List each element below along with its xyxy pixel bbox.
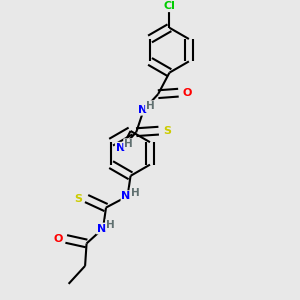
Text: O: O xyxy=(53,234,62,244)
Text: H: H xyxy=(124,139,133,149)
Text: S: S xyxy=(163,126,171,136)
Text: N: N xyxy=(122,191,131,201)
Text: Cl: Cl xyxy=(164,1,175,11)
Text: N: N xyxy=(138,105,147,115)
Text: H: H xyxy=(146,101,155,111)
Text: N: N xyxy=(97,224,106,233)
Text: H: H xyxy=(106,220,115,230)
Text: H: H xyxy=(131,188,140,198)
Text: O: O xyxy=(182,88,191,98)
Text: S: S xyxy=(74,194,82,204)
Text: N: N xyxy=(116,143,125,153)
